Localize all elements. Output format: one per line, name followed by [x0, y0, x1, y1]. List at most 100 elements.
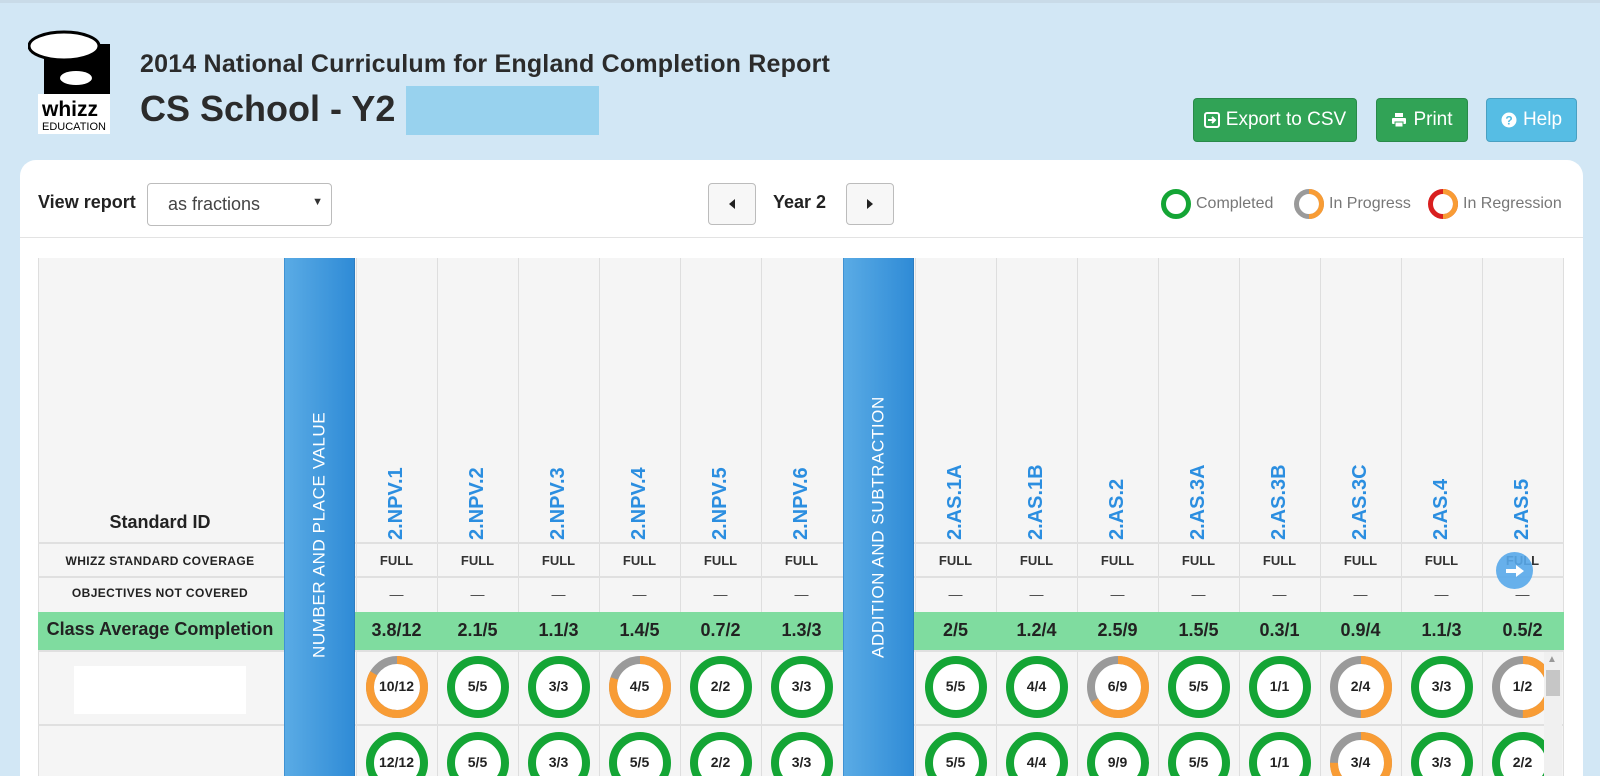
completion-fraction: 4/4: [1026, 678, 1047, 694]
standard-id-link[interactable]: 2.NPV.5: [709, 467, 731, 540]
report-subtitle: CS School - Y2 -: [140, 88, 418, 129]
completion-fraction: 1/1: [1269, 754, 1290, 770]
completion-ring-completed[interactable]: [1410, 731, 1474, 776]
completion-ring-completed[interactable]: [1005, 655, 1069, 719]
completion-ring-completed[interactable]: [1167, 655, 1231, 719]
scrollbar-thumb[interactable]: [1546, 670, 1560, 696]
completion-ring-completed[interactable]: [446, 731, 510, 776]
svg-text:?: ?: [1505, 114, 1512, 128]
completion-fraction: 5/5: [945, 754, 966, 770]
standard-id-link[interactable]: 2.AS.3B: [1268, 464, 1290, 540]
objectives-not-covered-cell: —: [1272, 586, 1287, 602]
standard-id-link[interactable]: 2.AS.2: [1106, 478, 1128, 540]
standard-id-link[interactable]: 2.AS.4: [1430, 478, 1452, 540]
view-report-select[interactable]: as fractions ▼: [147, 183, 332, 226]
grid-column-line: [1401, 258, 1402, 776]
completion-fraction: 3/3: [548, 754, 569, 770]
completion-ring-in-progress[interactable]: [608, 655, 672, 719]
completion-ring-in-progress[interactable]: [1329, 731, 1393, 776]
completion-ring-completed[interactable]: [770, 731, 834, 776]
completion-ring-completed[interactable]: [1248, 731, 1312, 776]
completion-fraction: 5/5: [945, 678, 966, 694]
completion-ring-in-progress[interactable]: [365, 655, 429, 719]
print-button[interactable]: Print: [1376, 98, 1468, 142]
class-average-cell: 1.4/5: [619, 620, 660, 640]
ring-track: [924, 656, 987, 718]
grid-row-line: [38, 576, 1564, 578]
standard-id-link[interactable]: 2.NPV.1: [385, 467, 407, 540]
completion-fraction: 12/12: [378, 754, 415, 770]
completion-ring-completed[interactable]: [1248, 655, 1312, 719]
ring-progress-arc: [1329, 732, 1392, 776]
previous-year-button[interactable]: [708, 183, 756, 225]
completion-fraction: 2/4: [1350, 678, 1371, 694]
completion-fraction: 5/5: [467, 754, 488, 770]
completion-ring-completed[interactable]: [527, 731, 591, 776]
completion-fraction: 3/3: [791, 678, 812, 694]
legend-in-regression: In Regression: [1427, 188, 1562, 220]
completion-ring-completed[interactable]: [365, 731, 429, 776]
ring-track: [689, 732, 752, 776]
standard-id-link[interactable]: 2.NPV.3: [547, 467, 569, 540]
ring-progress-arc: [1329, 656, 1392, 718]
objectives-not-covered-cell: —: [389, 586, 404, 602]
completion-fraction: 3/3: [1431, 678, 1452, 694]
completion-ring-completed[interactable]: [924, 731, 988, 776]
objectives-row-label: OBJECTIVES NOT COVERED: [71, 586, 249, 600]
coverage-cell: FULL: [1181, 553, 1216, 568]
standard-id-link[interactable]: 2.NPV.2: [466, 467, 488, 540]
completion-ring-completed[interactable]: [446, 655, 510, 719]
completion-fraction: 5/5: [1188, 678, 1209, 694]
window-top-border: [0, 0, 1600, 3]
strand-column-addition-subtraction: [843, 258, 914, 776]
coverage-cell: FULL: [1343, 553, 1378, 568]
standard-id-link[interactable]: 2.AS.1B: [1025, 464, 1047, 540]
class-average-cell: 0.5/2: [1502, 620, 1543, 640]
completion-fraction: 2/2: [1512, 754, 1533, 770]
coverage-cell: FULL: [379, 553, 414, 568]
grid-column-line: [996, 258, 997, 776]
completion-ring-completed[interactable]: [608, 731, 672, 776]
objectives-not-covered-cell: —: [948, 586, 963, 602]
grid-column-line: [1239, 258, 1240, 776]
ring-track: [1005, 656, 1068, 718]
scroll-up-arrow-icon[interactable]: ▲: [1547, 654, 1557, 665]
completion-ring-completed[interactable]: [689, 731, 753, 776]
completion-ring-completed[interactable]: [1086, 731, 1150, 776]
standard-id-link[interactable]: 2.AS.3C: [1349, 464, 1371, 540]
printer-icon: [1392, 113, 1407, 128]
completion-ring-completed[interactable]: [689, 655, 753, 719]
completion-ring-completed[interactable]: [1167, 731, 1231, 776]
standard-id-link[interactable]: 2.NPV.4: [628, 467, 650, 540]
completion-ring-completed[interactable]: [1005, 731, 1069, 776]
export-csv-button[interactable]: Export to CSV: [1193, 98, 1357, 142]
next-year-button[interactable]: [846, 183, 894, 225]
caret-right-icon: [867, 199, 873, 209]
objectives-not-covered-cell: —: [1191, 586, 1206, 602]
export-icon: [1203, 112, 1220, 128]
completion-ring-in-progress[interactable]: [1086, 655, 1150, 719]
completion-ring-completed[interactable]: [1410, 655, 1474, 719]
ring-track: [446, 656, 509, 718]
completion-fraction: 9/9: [1107, 754, 1128, 770]
completion-ring-completed[interactable]: [770, 655, 834, 719]
completion-ring-in-progress[interactable]: [1329, 655, 1393, 719]
grid-column-line: [1320, 258, 1321, 776]
ring-track: [1248, 732, 1311, 776]
help-button[interactable]: ? Help: [1486, 98, 1577, 142]
class-average-cell: 2/5: [942, 620, 969, 640]
standard-id-link[interactable]: 2.AS.5: [1511, 478, 1533, 540]
standard-id-link[interactable]: 2.AS.1A: [944, 464, 966, 540]
completion-ring-completed[interactable]: [527, 655, 591, 719]
ring-track: [1005, 732, 1068, 776]
redacted-student-name: [74, 666, 246, 714]
completion-fraction: 10/12: [378, 678, 415, 694]
standard-id-link[interactable]: 2.NPV.6: [790, 467, 812, 540]
standard-id-link[interactable]: 2.AS.3A: [1187, 464, 1209, 540]
completion-fraction: 3/3: [1431, 754, 1452, 770]
scroll-right-button[interactable]: [1496, 552, 1533, 589]
caret-left-icon: [729, 199, 735, 209]
class-average-cell: 2.5/9: [1097, 620, 1138, 640]
class-average-label: Class Average Completion: [46, 619, 274, 639]
completion-ring-completed[interactable]: [924, 655, 988, 719]
